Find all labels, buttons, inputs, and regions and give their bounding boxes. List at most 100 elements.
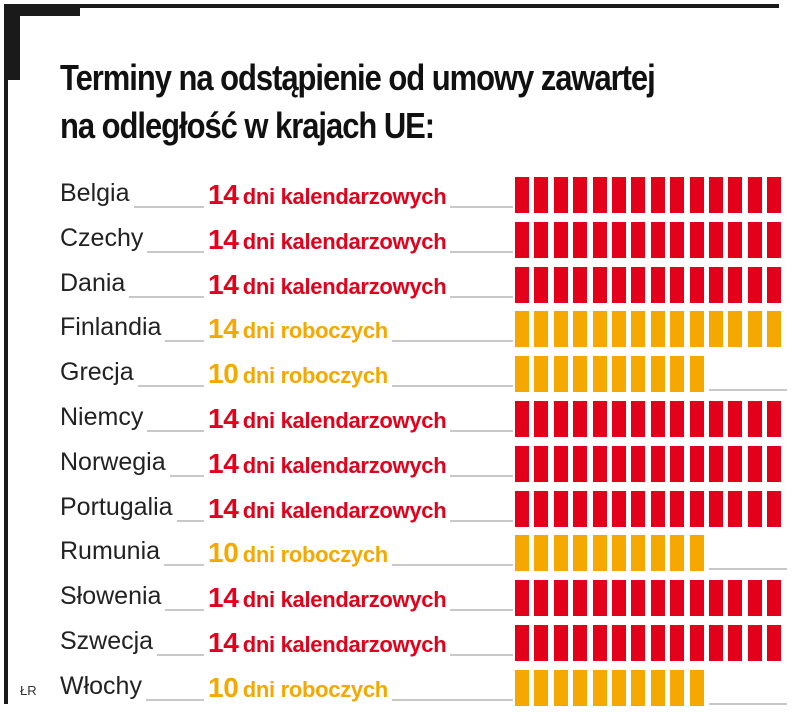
term-number: 14 xyxy=(208,447,239,479)
day-block xyxy=(515,221,529,258)
term-number: 14 xyxy=(208,223,239,255)
day-block xyxy=(689,669,704,706)
day-block xyxy=(515,580,529,617)
leader-line xyxy=(450,654,513,656)
day-block xyxy=(534,266,549,303)
term-label: 14 dni kalendarzowych xyxy=(208,582,447,614)
day-block xyxy=(689,535,704,572)
day-block xyxy=(670,356,685,393)
term-label: 14 dni kalendarzowych xyxy=(208,269,447,301)
day-block xyxy=(515,669,529,706)
day-block xyxy=(573,266,588,303)
day-block xyxy=(573,177,588,213)
leader-line xyxy=(450,609,513,612)
day-block xyxy=(747,580,762,617)
frame-corner-accent-vertical xyxy=(4,4,20,80)
country-label: Finlandia xyxy=(60,313,162,342)
day-block xyxy=(689,311,704,348)
day-block xyxy=(728,490,743,527)
frame-left-border xyxy=(4,4,8,704)
term-label: 10 dni roboczych xyxy=(208,537,388,569)
day-block xyxy=(534,356,549,393)
credit-label: ŁR xyxy=(20,683,37,698)
day-block xyxy=(709,177,723,213)
leader-line xyxy=(165,340,204,343)
day-block xyxy=(728,221,743,258)
day-block xyxy=(631,669,646,706)
day-block xyxy=(767,580,782,617)
day-block xyxy=(534,177,549,213)
day-block xyxy=(631,490,646,527)
day-block xyxy=(689,490,704,527)
day-block xyxy=(573,356,588,393)
country-row: Belgia 14 dni kalendarzowych xyxy=(60,173,795,217)
day-block xyxy=(515,625,529,661)
leader-line xyxy=(450,430,513,432)
country-label: Włochy xyxy=(60,671,142,700)
day-block xyxy=(592,669,607,706)
term-label: 14 dni kalendarzowych xyxy=(208,627,447,659)
day-block xyxy=(553,356,568,393)
day-block xyxy=(709,490,723,527)
term-number: 14 xyxy=(208,582,239,614)
day-block xyxy=(670,266,685,303)
day-block xyxy=(747,401,762,437)
day-block xyxy=(553,625,568,661)
country-row: Niemcy 14 dni kalendarzowych xyxy=(60,397,795,441)
day-block xyxy=(689,401,704,437)
leader-line xyxy=(133,206,204,208)
term-unit: dni roboczych xyxy=(242,542,389,568)
day-block xyxy=(573,580,588,617)
frame-corner-accent xyxy=(4,4,80,16)
day-block xyxy=(612,535,626,572)
day-block xyxy=(728,177,743,213)
country-label: Dania xyxy=(60,268,126,297)
day-block xyxy=(592,445,607,482)
day-block xyxy=(670,669,685,706)
day-block xyxy=(515,311,529,348)
day-block xyxy=(767,177,782,213)
day-block xyxy=(650,669,665,706)
leader-line xyxy=(176,519,204,522)
day-block xyxy=(592,311,607,348)
day-block xyxy=(553,221,568,258)
day-block xyxy=(650,490,665,527)
term-unit: dni kalendarzowych xyxy=(242,452,447,478)
day-block xyxy=(573,535,588,572)
term-unit: dni roboczych xyxy=(242,318,389,344)
leader-line xyxy=(709,702,787,705)
term-label: 14 dni kalendarzowych xyxy=(208,179,447,211)
chart-title: Terminy na odstąpienie od umowy zawartej… xyxy=(60,57,656,146)
day-block xyxy=(515,177,529,213)
day-block xyxy=(573,625,588,661)
country-row: Szwecja 14 dni kalendarzowych xyxy=(60,621,795,665)
leader-line xyxy=(157,654,204,656)
day-block xyxy=(767,445,782,482)
term-number: 14 xyxy=(208,179,239,210)
day-block xyxy=(631,580,646,617)
day-block xyxy=(670,580,685,617)
day-block xyxy=(553,177,568,213)
leader-line xyxy=(129,295,204,298)
leader-line xyxy=(165,609,204,612)
day-block xyxy=(612,669,626,706)
leader-line xyxy=(450,206,513,208)
day-block xyxy=(553,311,568,348)
day-block xyxy=(534,580,549,617)
day-block xyxy=(612,266,626,303)
day-block xyxy=(747,177,762,213)
day-block xyxy=(747,311,762,348)
day-block xyxy=(670,221,685,258)
day-block xyxy=(592,580,607,617)
day-block xyxy=(612,177,626,213)
day-block xyxy=(592,535,607,572)
day-block xyxy=(747,490,762,527)
day-block xyxy=(670,311,685,348)
day-block xyxy=(689,266,704,303)
term-number: 10 xyxy=(208,358,239,390)
country-row: Rumunia 10 dni roboczych xyxy=(60,531,795,575)
day-block xyxy=(534,625,549,661)
day-block xyxy=(709,580,723,617)
day-block xyxy=(689,177,704,213)
day-block xyxy=(728,625,743,661)
